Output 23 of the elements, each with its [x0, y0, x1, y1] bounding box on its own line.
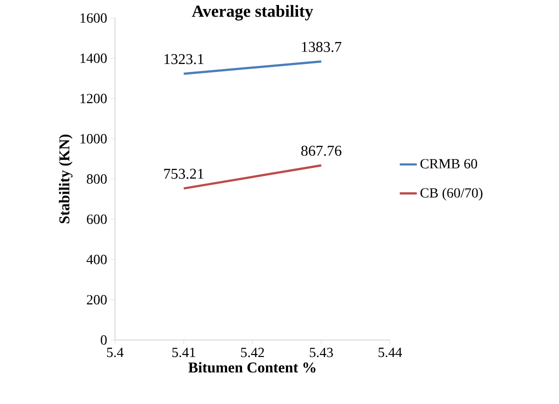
y-tick-label: 200	[86, 295, 107, 304]
x-tick-label: 5.4	[107, 348, 124, 358]
y-tick-label: 1000	[80, 134, 107, 144]
y-tick-label: 800	[86, 174, 107, 184]
x-tick-label: 5.41	[172, 348, 196, 358]
y-tick-label: 1600	[80, 13, 107, 23]
x-axis-title: Bitumen Content %	[188, 362, 316, 373]
y-tick-label: 1400	[80, 54, 107, 63]
y-tick-label: 1200	[80, 94, 107, 104]
y-tick-label: 600	[86, 214, 107, 224]
data-label: 867.76	[301, 146, 342, 156]
legend-label: CB (60/70)	[420, 188, 482, 200]
data-label: 1323.1	[164, 54, 204, 64]
x-tick-label: 5.42	[241, 348, 264, 358]
data-label: 1383.7	[302, 42, 342, 52]
data-label: 753.21	[164, 168, 204, 179]
y-tick-label: 0	[100, 335, 107, 345]
x-tick-label: 5.44	[378, 348, 402, 358]
x-tick-label: 5.43	[310, 348, 333, 358]
chart-title: Average stability	[192, 5, 314, 20]
y-axis-title: Stability (KN)	[58, 134, 72, 224]
legend-label: CRMB 60	[420, 159, 478, 168]
y-tick-label: 400	[86, 254, 107, 264]
